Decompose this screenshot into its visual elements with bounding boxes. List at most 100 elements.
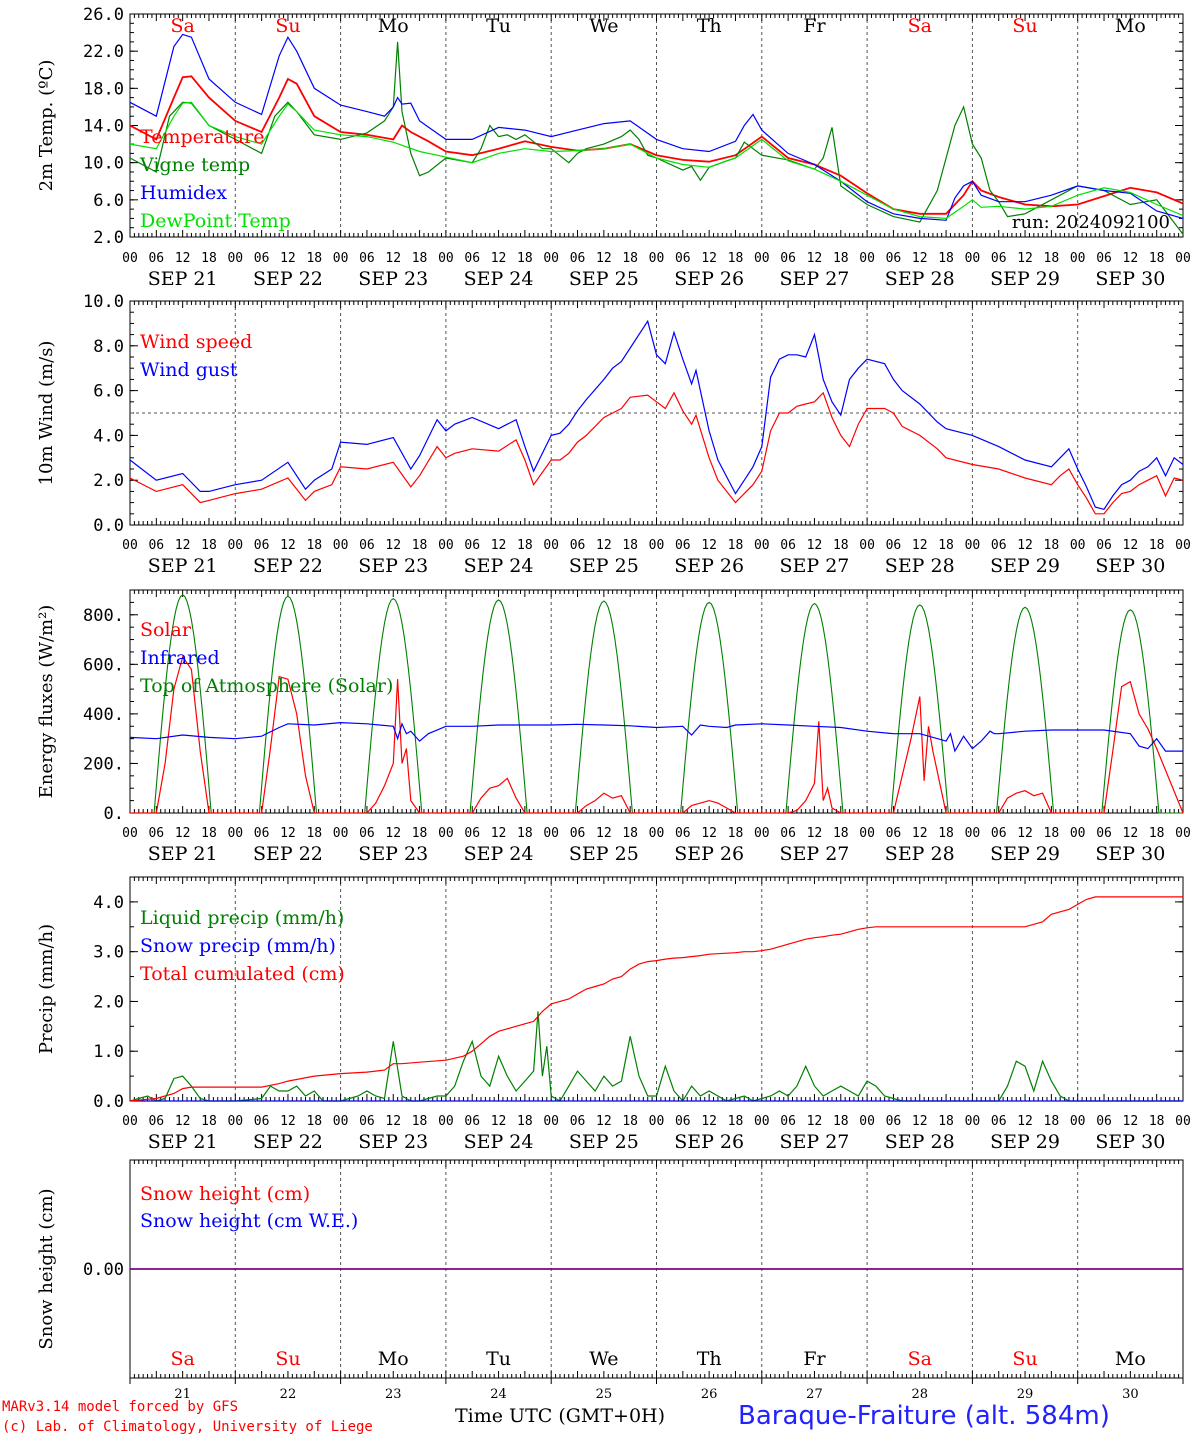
y-tick-label: 200. [83, 754, 124, 774]
x-tick-label: 00 [1070, 251, 1086, 266]
weekday-label: Sa [908, 1348, 932, 1370]
x-tick-label: 12 [912, 826, 928, 841]
x-tick-label: 00 [122, 251, 138, 266]
x-date-label: SEP 21 [148, 268, 218, 290]
x-tick-label: 18 [622, 826, 638, 841]
x-tick-label: 06 [780, 538, 796, 553]
x-date-label: SEP 29 [990, 1131, 1060, 1153]
x-tick-label: 12 [1123, 251, 1139, 266]
x-tick-label: 18 [517, 826, 533, 841]
x-date-label: SEP 23 [358, 843, 428, 865]
x-tick-label: 18 [938, 538, 954, 553]
day-number-label: 24 [490, 1387, 507, 1402]
weekday-label: Tu [486, 15, 511, 37]
weekday-label: Sa [170, 1348, 194, 1370]
y-tick-label: 1.0 [93, 1042, 124, 1062]
x-tick-label: 12 [175, 826, 191, 841]
x-date-label: SEP 26 [674, 268, 744, 290]
x-tick-label: 06 [148, 1114, 164, 1129]
x-date-label: SEP 22 [253, 1131, 323, 1153]
x-tick-label: 12 [280, 1114, 296, 1129]
x-tick-label: 12 [175, 538, 191, 553]
x-tick-label: 06 [675, 1114, 691, 1129]
x-tick-label: 00 [543, 1114, 559, 1129]
legend-entry: Solar [140, 619, 192, 641]
x-tick-label: 18 [833, 1114, 849, 1129]
series-line-top-of-atmosphere [340, 598, 446, 814]
x-date-label: SEP 25 [569, 268, 639, 290]
x-tick-label: 00 [1175, 251, 1191, 266]
footer-time-axis-label: Time UTC (GMT+0H) [455, 1405, 666, 1427]
x-tick-label: 06 [464, 251, 480, 266]
y-tick-label: 22.0 [83, 42, 124, 62]
x-tick-label: 06 [780, 826, 796, 841]
x-date-label: SEP 23 [358, 555, 428, 577]
x-date-label: SEP 27 [780, 555, 850, 577]
y-axis-label: Precip (mm/h) [36, 924, 57, 1054]
series-line-wind-gust [129, 319, 1184, 510]
panel-5: 0.00 Snow height (cm) Snow height (cm) Snow… [36, 1159, 1184, 1402]
x-tick-label: 00 [965, 538, 981, 553]
x-tick-label: 18 [306, 826, 322, 841]
series-line-dewpoint-temp [129, 101, 1184, 220]
x-tick-label: 06 [254, 1114, 270, 1129]
x-tick-label: 06 [675, 538, 691, 553]
weekday-label: Su [1012, 1348, 1037, 1370]
x-tick-label: 00 [1175, 1114, 1191, 1129]
x-date-label: SEP 21 [148, 1131, 218, 1153]
x-tick-label: 06 [359, 538, 375, 553]
x-tick-label: 00 [965, 826, 981, 841]
x-date-label: SEP 26 [674, 555, 744, 577]
legend-entry: Snow height (cm) [140, 1183, 310, 1205]
x-tick-label: 18 [412, 1114, 428, 1129]
x-tick-label: 06 [991, 1114, 1007, 1129]
series-line-top-of-atmosphere [551, 600, 657, 814]
x-date-label: SEP 28 [885, 555, 955, 577]
x-tick-label: 18 [412, 538, 428, 553]
x-tick-label: 06 [464, 538, 480, 553]
x-tick-label: 06 [570, 1114, 586, 1129]
x-tick-label: 18 [728, 1114, 744, 1129]
series-line-wind-speed [129, 391, 1184, 515]
plot-frame [129, 589, 1184, 814]
x-tick-label: 06 [1096, 826, 1112, 841]
x-tick-label: 06 [1096, 538, 1112, 553]
panel-1: 2.0 6.0 10.0 14.0 18.0 22.0 26.0 2m Temp. (ºC) T… [36, 5, 1191, 290]
x-tick-label: 12 [1017, 1114, 1033, 1129]
day-number-label: 25 [596, 1387, 613, 1402]
x-tick-label: 00 [333, 251, 349, 266]
y-tick-label: 0. [104, 804, 124, 824]
x-date-label: SEP 21 [148, 843, 218, 865]
x-tick-label: 18 [306, 538, 322, 553]
x-date-label: SEP 29 [990, 268, 1060, 290]
x-tick-label: 00 [1175, 538, 1191, 553]
y-tick-label: 2.0 [93, 992, 124, 1012]
x-date-label: SEP 28 [885, 843, 955, 865]
day-number-label: 23 [385, 1387, 402, 1402]
x-tick-label: 00 [965, 251, 981, 266]
legend-entry: Snow precip (mm/h) [140, 935, 336, 957]
x-tick-label: 00 [438, 538, 454, 553]
y-tick-label: 6.0 [93, 382, 124, 402]
x-tick-label: 06 [991, 251, 1007, 266]
y-tick-label: 10.0 [83, 292, 124, 312]
x-tick-label: 00 [543, 826, 559, 841]
y-tick-label: 4.0 [93, 893, 124, 913]
x-tick-label: 18 [728, 538, 744, 553]
series-line-top-of-atmosphere [656, 601, 762, 814]
weekday-label: Mo [1115, 15, 1146, 37]
x-tick-label: 06 [254, 826, 270, 841]
x-tick-label: 12 [385, 251, 401, 266]
x-tick-label: 12 [807, 251, 823, 266]
day-number-label: 22 [280, 1387, 297, 1402]
x-tick-label: 12 [701, 538, 717, 553]
series-line-humidex [129, 33, 1184, 221]
x-tick-label: 12 [1123, 1114, 1139, 1129]
x-tick-label: 18 [833, 538, 849, 553]
x-tick-label: 18 [1149, 538, 1165, 553]
x-tick-label: 06 [886, 1114, 902, 1129]
x-tick-label: 00 [1070, 1114, 1086, 1129]
x-tick-label: 12 [1123, 538, 1139, 553]
day-number-label: 28 [911, 1387, 928, 1402]
